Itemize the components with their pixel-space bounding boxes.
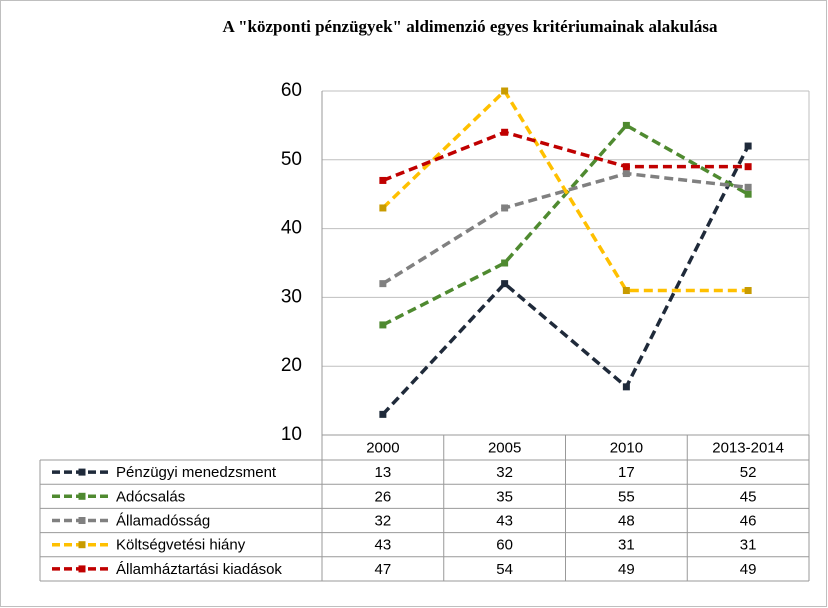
legend-label: Adócsalás [116,488,185,505]
marker [501,128,509,136]
series-line [381,88,749,293]
table-value: 17 [618,464,635,481]
table-value: 52 [740,464,757,481]
marker [501,259,509,267]
marker [501,280,509,288]
table-value: 47 [375,561,392,578]
marker [379,321,387,329]
table-value: 43 [375,537,392,554]
marker [622,287,630,295]
marker [379,280,387,288]
table-value: 26 [375,488,392,505]
legend-marker [78,541,86,549]
legend-marker [78,565,86,573]
marker [622,121,630,129]
y-tick-label: 30 [281,286,302,307]
marker [744,287,752,295]
y-tick-label: 40 [281,218,302,239]
table-value: 49 [740,561,757,578]
legend-marker [78,468,86,476]
table-value: 31 [740,537,757,554]
y-tick-label: 10 [281,424,302,445]
table-value: 55 [618,488,635,505]
marker [622,170,630,178]
table-value: 48 [618,512,635,529]
table-value: 43 [496,512,513,529]
marker [622,163,630,171]
marker [379,176,387,184]
table-value: 31 [618,537,635,554]
y-tick-label: 20 [281,355,302,376]
marker [744,142,752,150]
table-value: 13 [375,464,392,481]
table-value: 32 [375,512,392,529]
series-line [381,171,749,286]
y-tick-label: 50 [281,149,302,170]
legend-label: Államháztartási kiadások [116,561,282,578]
legend-label: Költségvetési hiány [116,537,246,554]
series-line [381,145,750,416]
table-value: 60 [496,537,513,554]
marker [501,204,509,212]
marker [744,163,752,171]
chart-title: A "központi pénzügyek" aldimenzió egyes … [223,17,718,36]
table-value: 49 [618,561,635,578]
y-tick-label: 60 [281,80,302,101]
x-tick-label: 2000 [366,439,399,456]
table-value: 32 [496,464,513,481]
marker [379,204,387,212]
legend-marker [78,492,86,500]
x-tick-label: 2013-2014 [712,439,784,456]
marker [501,87,509,95]
legend-label: Államadósság [116,512,210,529]
table-value: 35 [496,488,513,505]
table-value: 45 [740,488,757,505]
marker [744,190,752,198]
marker [744,183,752,191]
series-line [382,123,749,327]
marker [622,383,630,391]
table-value: 46 [740,512,757,529]
x-tick-label: 2010 [610,439,643,456]
legend-label: Pénzügyi menedzsment [116,464,277,481]
marker [379,410,387,418]
legend-marker [78,517,86,524]
x-tick-label: 2005 [488,439,521,456]
table-value: 54 [496,561,513,578]
